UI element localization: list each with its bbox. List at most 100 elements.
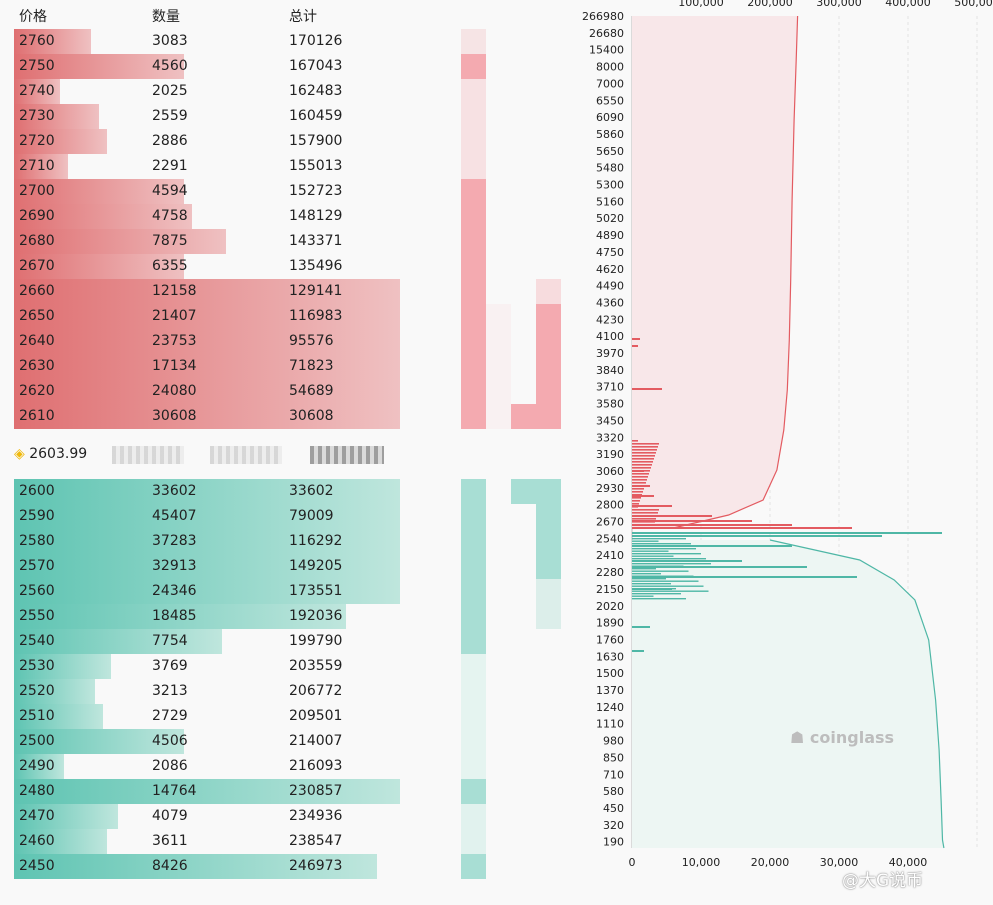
price-tick: 1760 <box>596 633 624 646</box>
ask-row[interactable]: 2620 24080 54689 <box>14 379 400 404</box>
price-tick: 2150 <box>596 583 624 596</box>
depth-bar <box>14 779 400 804</box>
ask-order-bar <box>632 503 639 505</box>
cell-price: 2540 <box>19 633 55 649</box>
bid-row[interactable]: 2560 24346 173551 <box>14 579 400 604</box>
bid-order-bar <box>632 576 857 578</box>
depth-bar <box>14 479 400 504</box>
ask-row[interactable]: 2720 2886 157900 <box>14 129 400 154</box>
bid-row[interactable]: 2580 37283 116292 <box>14 529 400 554</box>
ask-row[interactable]: 2680 7875 143371 <box>14 229 400 254</box>
ask-row[interactable]: 2650 21407 116983 <box>14 304 400 329</box>
bid-order-bar <box>632 598 686 600</box>
cell-price: 2530 <box>19 658 55 674</box>
ask-row[interactable]: 2760 3083 170126 <box>14 29 400 54</box>
cell-price: 2710 <box>19 158 55 174</box>
price-tick: 450 <box>603 802 624 815</box>
bid-row[interactable]: 2600 33602 33602 <box>14 479 400 504</box>
bid-order-bar <box>632 580 699 582</box>
price-tick: 1240 <box>596 701 624 714</box>
heat-cell <box>536 579 561 629</box>
cell-price: 2670 <box>19 258 55 274</box>
bid-row[interactable]: 2570 32913 149205 <box>14 554 400 579</box>
price-tick: 2800 <box>596 499 624 512</box>
cell-price: 2510 <box>19 708 55 724</box>
depth-bar <box>14 79 61 104</box>
ask-order-bar <box>632 338 640 340</box>
price-tick: 980 <box>603 735 624 748</box>
depth-bar <box>14 254 184 279</box>
cell-amount: 32913 <box>152 558 197 574</box>
depth-bar <box>14 854 377 879</box>
bid-row[interactable]: 2490 2086 216093 <box>14 754 400 779</box>
ask-order-bar <box>632 515 712 517</box>
ask-row[interactable]: 2750 4560 167043 <box>14 54 400 79</box>
cell-total: 192036 <box>289 608 343 624</box>
cell-amount: 4560 <box>152 58 188 74</box>
bid-row[interactable]: 2470 4079 234936 <box>14 804 400 829</box>
cell-amount: 8426 <box>152 858 188 874</box>
price-tick: 5650 <box>596 145 624 158</box>
bid-row[interactable]: 2460 3611 238547 <box>14 829 400 854</box>
cell-total: 135496 <box>289 258 343 274</box>
bid-row[interactable]: 2530 3769 203559 <box>14 654 400 679</box>
ask-row[interactable]: 2740 2025 162483 <box>14 79 400 104</box>
ask-row[interactable]: 2630 17134 71823 <box>14 354 400 379</box>
cell-price: 2730 <box>19 108 55 124</box>
bid-order-bar <box>632 560 742 562</box>
bid-row[interactable]: 2450 8426 246973 <box>14 854 400 879</box>
bid-row[interactable]: 2480 14764 230857 <box>14 779 400 804</box>
cell-price: 2460 <box>19 833 55 849</box>
cell-amount: 7875 <box>152 233 188 249</box>
bid-row[interactable]: 2540 7754 199790 <box>14 629 400 654</box>
ask-order-bar <box>632 443 659 445</box>
cell-amount: 30608 <box>152 408 197 424</box>
bid-order-bar <box>632 626 650 628</box>
cell-price: 2470 <box>19 808 55 824</box>
depth-bar <box>14 404 400 429</box>
depth-bar <box>14 329 400 354</box>
price-tick: 4890 <box>596 229 624 242</box>
cell-price: 2580 <box>19 533 55 549</box>
ask-order-bar <box>632 452 656 454</box>
bid-row[interactable]: 2590 45407 79009 <box>14 504 400 529</box>
ask-row[interactable]: 2660 12158 129141 <box>14 279 400 304</box>
depth-bar <box>14 104 99 129</box>
ask-row[interactable]: 2710 2291 155013 <box>14 154 400 179</box>
price-tick: 5860 <box>596 128 624 141</box>
ask-order-bar <box>632 521 655 523</box>
cell-total: 157900 <box>289 133 343 149</box>
cell-amount: 3769 <box>152 658 188 674</box>
depth-bar <box>14 279 400 304</box>
cell-price: 2550 <box>19 608 55 624</box>
ask-row[interactable]: 2690 4758 148129 <box>14 204 400 229</box>
depth-bar <box>14 354 400 379</box>
cell-total: 79009 <box>289 508 334 524</box>
price-tick: 2020 <box>596 600 624 613</box>
ask-row[interactable]: 2610 30608 30608 <box>14 404 400 429</box>
bid-row[interactable]: 2510 2729 209501 <box>14 704 400 729</box>
bid-order-bar <box>632 565 684 567</box>
ask-row[interactable]: 2700 4594 152723 <box>14 179 400 204</box>
bid-row[interactable]: 2550 18485 192036 <box>14 604 400 629</box>
price-tick: 26680 <box>589 27 624 40</box>
bid-row[interactable]: 2520 3213 206772 <box>14 679 400 704</box>
ask-row[interactable]: 2730 2559 160459 <box>14 104 400 129</box>
cell-price: 2600 <box>19 483 55 499</box>
cell-price: 2630 <box>19 358 55 374</box>
ask-row[interactable]: 2640 23753 95576 <box>14 329 400 354</box>
depth-chart: 100,000 200,000 300,000 400,000 500,000 0 10,0… <box>578 0 993 901</box>
price-tick: 6550 <box>596 94 624 107</box>
bid-order-bar <box>632 593 681 595</box>
bid-row[interactable]: 2500 4506 214007 <box>14 729 400 754</box>
price-tick: 320 <box>603 819 624 832</box>
top-axis-tick: 100,000 <box>678 0 724 9</box>
cell-price: 2560 <box>19 583 55 599</box>
cell-total: 160459 <box>289 108 343 124</box>
ask-row[interactable]: 2670 6355 135496 <box>14 254 400 279</box>
ask-order-bar <box>632 520 752 522</box>
price-tick: 3190 <box>596 448 624 461</box>
cell-price: 2490 <box>19 758 55 774</box>
ask-order-bar <box>632 527 852 529</box>
binance-icon: ◈ <box>14 446 25 462</box>
